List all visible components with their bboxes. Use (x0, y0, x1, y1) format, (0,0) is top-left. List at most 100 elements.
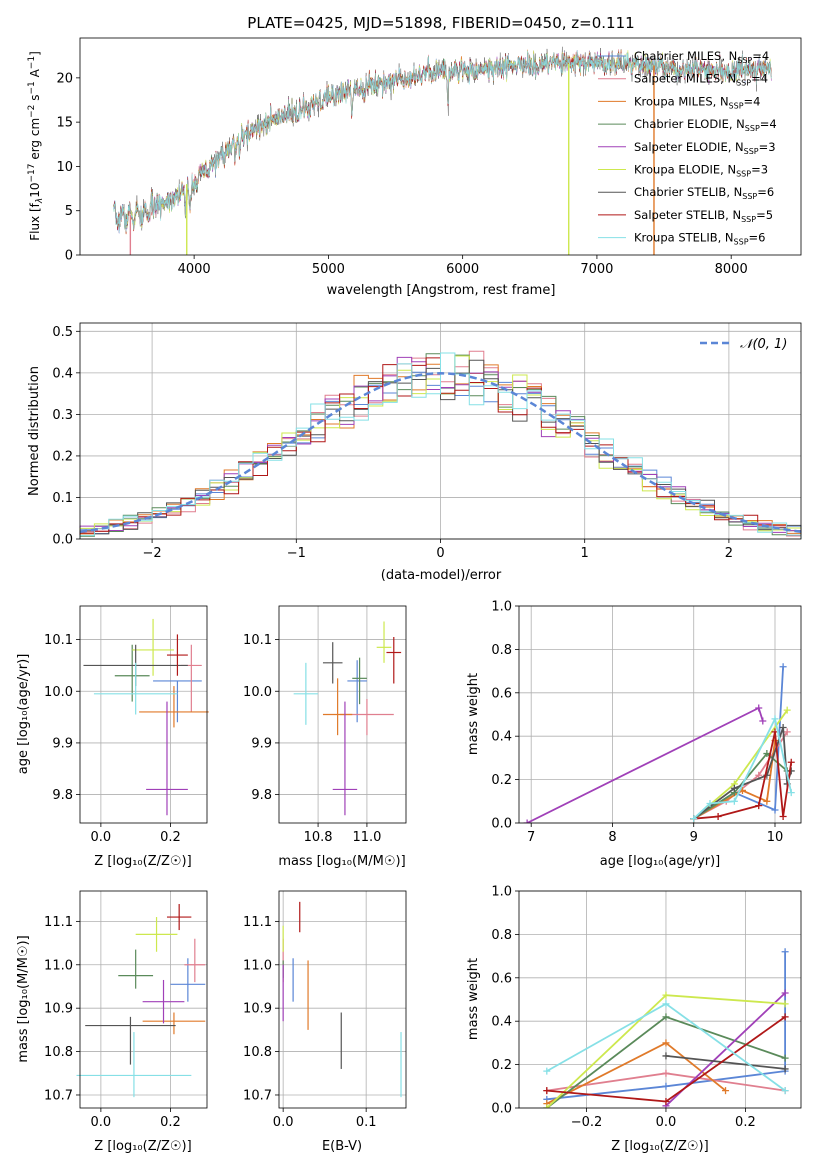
massweight-marker (783, 706, 791, 714)
y-tick-label: 10.7 (243, 1088, 272, 1103)
spectrum-legend: Chabrier MILES, NSSP=4 Salpeter MILES, NS… (598, 49, 777, 247)
legend-nssp: =5 (756, 208, 773, 222)
massweight-marker (662, 1097, 670, 1105)
massweight-vs-metallicity-panel: −0.2 0.0 0.2 0.0 0.2 0.4 0.6 0.8 1.0 Z [log₁₀(Z/… (466, 885, 802, 1154)
legend-label: Salpeter STELIB, NSSP=5 (634, 208, 773, 224)
y-tick-label: 0.8 (491, 928, 512, 943)
x-tick-label: −0.2 (571, 1115, 603, 1130)
massweight-line (693, 709, 788, 820)
legend-label: Salpeter MILES, NSSP=4 (634, 72, 768, 88)
y-tick-label: 9.9 (52, 736, 73, 751)
y-tick-label: 0.2 (52, 449, 73, 464)
massweight-marker (763, 750, 771, 758)
massweight-marker (779, 812, 787, 820)
massweight-marker (779, 663, 787, 671)
x-tick-label: 5000 (312, 262, 345, 277)
massweight-marker (662, 1069, 670, 1077)
massweight-line (693, 666, 784, 820)
massweight-marker (706, 799, 714, 807)
x-tick-label: −1 (287, 546, 306, 561)
legend-nssp: =4 (760, 117, 777, 131)
massweight-marker (771, 806, 779, 814)
x-tick-label: 4000 (178, 262, 211, 277)
age-vs-mass-panel: 10.8 11.0 9.8 9.9 10.0 10.1 mass [log₁₀(M/M☉)… (243, 605, 407, 869)
x-tick-label: 8 (608, 830, 616, 845)
massweight-marker (662, 1039, 670, 1047)
x-tick-label: 0.0 (91, 830, 112, 845)
spectrum-ylabel: Flux [fλ10−17 erg cm−2 s−1 A−1] (27, 51, 45, 241)
x-tick-label: 8000 (715, 262, 748, 277)
massweight-marker (755, 704, 763, 712)
x-tick-label: 0.2 (735, 1115, 756, 1130)
mass-vs-reddening-xlabel: E(B-V) (322, 1139, 362, 1154)
y-tick-label: 10.7 (44, 1088, 73, 1103)
figure-title: PLATE=0425, MJD=51898, FIBERID=0450, z=0… (247, 14, 634, 32)
legend-subscript: SSP (737, 56, 752, 65)
y-tick-label: 0.2 (491, 773, 512, 788)
massweight-marker (662, 1052, 670, 1060)
x-tick-label: 10.8 (304, 830, 333, 845)
massweight-line (546, 951, 786, 1101)
normal-curve-legend-label: 𝒩(0, 1) (740, 337, 787, 352)
y-tick-label: 0.0 (491, 1102, 512, 1117)
massweight-line (526, 706, 764, 823)
spectrum-axes-frame (79, 37, 802, 256)
x-tick-label: 7000 (580, 262, 613, 277)
massweight-marker (543, 1104, 551, 1108)
y-tick-label: 9.8 (52, 788, 73, 803)
residuals-ylabel: Normed distribution (27, 366, 42, 496)
legend-nssp: =3 (759, 140, 776, 154)
massweight-line (693, 740, 776, 820)
massweight-marker (662, 991, 670, 999)
legend-label: Chabrier ELODIE, NSSP=4 (634, 117, 777, 133)
y-tick-label: 0.4 (491, 1015, 512, 1030)
y-tick-label: 10.8 (44, 1045, 73, 1060)
massweight-marker (779, 724, 787, 732)
massweight-marker (787, 767, 795, 775)
y-tick-label: 0.6 (491, 686, 512, 701)
x-tick-label: 1 (581, 546, 589, 561)
x-tick-label: 0.2 (160, 1115, 181, 1130)
mass-vs-metallicity-xlabel: Z [log₁₀(Z/Z☉)] (94, 1139, 191, 1154)
legend-nssp: =4 (744, 94, 761, 108)
y-tick-label: 9.9 (251, 736, 272, 751)
residuals-panel: −2 −1 0 1 2 0.0 0.1 0.2 0.3 0.4 0.5 (data-model)/e… (27, 322, 802, 583)
y-tick-label: 10 (56, 160, 73, 175)
y-tick-label: 10.1 (44, 633, 73, 648)
massweight-marker (781, 948, 789, 956)
massweight-marker (771, 715, 779, 723)
y-tick-label: 11.1 (243, 915, 272, 930)
age-vs-metallicity-ylabel: age [log₁₀(age/yr)] (16, 654, 31, 775)
y-tick-label: 9.8 (251, 788, 272, 803)
legend-nssp: =3 (751, 163, 768, 177)
legend-subscript: SSP (744, 147, 759, 156)
massweight-marker (781, 989, 789, 997)
x-tick-label: −2 (143, 546, 162, 561)
y-tick-label: 10.9 (243, 1002, 272, 1017)
massweight-marker (543, 1087, 551, 1095)
x-tick-label: 0.0 (273, 1115, 294, 1130)
legend-label: Kroupa STELIB, NSSP=6 (634, 231, 765, 247)
x-tick-label: 7 (527, 830, 535, 845)
y-tick-label: 0 (65, 249, 73, 264)
x-tick-label: 0.1 (356, 1115, 377, 1130)
residuals-xlabel: (data-model)/error (381, 568, 502, 583)
massweight-line (665, 1055, 786, 1070)
massweight-marker (662, 1013, 670, 1021)
massweight-vs-metallicity-xlabel: Z [log₁₀(Z/Z☉)] (611, 1139, 708, 1154)
age-vs-metallicity-panel: 0.0 0.2 9.8 9.9 10.0 10.1 Z [log₁₀(Z/Z☉)] age… (16, 605, 209, 869)
legend-label: Kroupa ELODIE, NSSP=3 (634, 163, 768, 179)
spectrum-line (113, 50, 772, 233)
legend-label: Chabrier MILES, NSSP=4 (634, 49, 769, 65)
y-tick-label: 11.1 (44, 915, 73, 930)
y-tick-label: 1.0 (491, 885, 512, 900)
massweight-marker (755, 802, 763, 810)
massweight-marker (759, 717, 767, 725)
massweight-marker (714, 812, 722, 820)
massweight-marker (781, 1054, 789, 1062)
mass-vs-reddening-frame (278, 890, 407, 1109)
x-tick-label: 6000 (446, 262, 479, 277)
normal-curve (79, 372, 802, 533)
y-tick-label: 15 (56, 116, 73, 131)
legend-subscript: SSP (736, 170, 751, 179)
